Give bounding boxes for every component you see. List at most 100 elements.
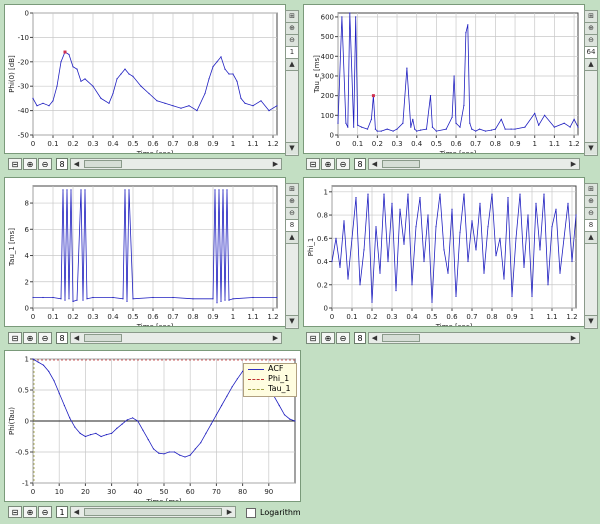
- data-point: [431, 301, 433, 303]
- arrow-left-icon[interactable]: ◀: [73, 334, 80, 342]
- scroll-thumb[interactable]: [84, 334, 122, 342]
- x-tick-label: 0.4: [107, 313, 119, 321]
- zoom-out-icon[interactable]: ⊖: [286, 35, 298, 47]
- arrow-right-icon[interactable]: ▶: [570, 160, 577, 168]
- legend-label: Tau_1: [268, 384, 291, 393]
- data-point: [527, 214, 529, 216]
- data-point: [236, 80, 238, 82]
- scroll-thumb[interactable]: [382, 160, 420, 168]
- zoom-out-icon[interactable]: ⊖: [38, 158, 52, 170]
- data-point: [252, 105, 254, 107]
- data-point: [465, 32, 467, 34]
- zoom-in-icon[interactable]: ⊕: [585, 23, 597, 35]
- x-tick-label: 0.2: [372, 140, 383, 148]
- data-point: [32, 296, 34, 299]
- scale-value[interactable]: 8: [585, 220, 597, 232]
- horizontal-scroll-track[interactable]: ◀ ▶: [368, 158, 580, 170]
- zoom-out-icon[interactable]: ⊖: [336, 332, 350, 344]
- scale-value[interactable]: 8: [286, 220, 298, 232]
- zoom-in-icon[interactable]: ⊕: [321, 332, 335, 344]
- scroll-thumb[interactable]: [84, 508, 222, 516]
- horizontal-scroll-track[interactable]: ◀ ▶: [368, 332, 580, 344]
- zoom-out-icon[interactable]: ⊖: [585, 208, 597, 220]
- fit-icon[interactable]: ⊞: [585, 184, 597, 196]
- zoom-out-icon[interactable]: ⊖: [336, 158, 350, 170]
- zoom-value[interactable]: 8: [354, 332, 366, 344]
- arrow-down-icon[interactable]: ▼: [286, 315, 298, 327]
- phi-1-vertical-scrollbar[interactable]: ⊞ ⊕ ⊖ 8 ▲ ▼: [584, 183, 598, 329]
- phi0-vertical-scrollbar[interactable]: ⊞ ⊕ ⊖ 1 ▲ ▼: [285, 10, 299, 156]
- arrow-up-icon[interactable]: ▲: [286, 59, 298, 71]
- tau-1-vertical-scrollbar[interactable]: ⊞ ⊕ ⊖ 8 ▲ ▼: [285, 183, 299, 329]
- x-tick-label: 0.6: [450, 140, 462, 148]
- scroll-thumb[interactable]: [84, 160, 122, 168]
- arrow-left-icon[interactable]: ◀: [73, 508, 80, 516]
- data-point: [451, 116, 453, 118]
- fit-icon[interactable]: ⊟: [8, 506, 22, 518]
- logarithm-checkbox[interactable]: [246, 508, 256, 518]
- zoom-in-icon[interactable]: ⊕: [23, 158, 37, 170]
- fit-icon[interactable]: ⊟: [8, 158, 22, 170]
- data-point: [376, 130, 378, 132]
- arrow-left-icon[interactable]: ◀: [371, 334, 378, 342]
- arrow-down-icon[interactable]: ▼: [585, 142, 597, 154]
- zoom-value[interactable]: 8: [56, 332, 68, 344]
- arrow-left-icon[interactable]: ◀: [371, 160, 378, 168]
- x-axis-label: Time [sec]: [136, 150, 174, 153]
- data-point: [531, 295, 533, 297]
- scale-value[interactable]: 1: [286, 47, 298, 59]
- horizontal-scroll-track[interactable]: ◀ ▶: [70, 506, 236, 518]
- x-tick-label: 0.5: [431, 140, 442, 148]
- data-point: [180, 107, 182, 109]
- zoom-in-icon[interactable]: ⊕: [585, 196, 597, 208]
- data-point: [244, 102, 246, 104]
- fit-icon[interactable]: ⊟: [8, 332, 22, 344]
- arrow-right-icon[interactable]: ▶: [272, 334, 279, 342]
- zoom-value[interactable]: 8: [56, 158, 68, 170]
- zoom-out-icon[interactable]: ⊖: [38, 332, 52, 344]
- arrow-down-icon[interactable]: ▼: [585, 315, 597, 327]
- x-tick-label: 1.1: [247, 140, 258, 148]
- data-point: [76, 299, 78, 301]
- data-point: [447, 272, 449, 274]
- zoom-in-icon[interactable]: ⊕: [286, 23, 298, 35]
- scroll-thumb[interactable]: [382, 334, 420, 342]
- y-tick-label: 400: [321, 53, 334, 61]
- arrow-up-icon[interactable]: ▲: [286, 232, 298, 244]
- arrow-up-icon[interactable]: ▲: [585, 59, 597, 71]
- data-point: [363, 249, 365, 251]
- fit-icon[interactable]: ⊟: [306, 332, 320, 344]
- zoom-in-icon[interactable]: ⊕: [23, 332, 37, 344]
- zoom-in-icon[interactable]: ⊕: [286, 196, 298, 208]
- horizontal-scroll-track[interactable]: ◀ ▶: [70, 332, 282, 344]
- zoom-out-icon[interactable]: ⊖: [585, 35, 597, 47]
- arrow-right-icon[interactable]: ▶: [570, 334, 577, 342]
- x-tick-label: 0: [31, 313, 35, 321]
- tau-e-vertical-scrollbar[interactable]: ⊞ ⊕ ⊖ 64 ▲ ▼: [584, 10, 598, 156]
- fit-icon[interactable]: ⊞: [286, 184, 298, 196]
- data-point: [475, 130, 477, 132]
- data-point: [76, 68, 78, 70]
- zoom-in-icon[interactable]: ⊕: [23, 506, 37, 518]
- zoom-in-icon[interactable]: ⊕: [321, 158, 335, 170]
- data-point: [337, 122, 339, 124]
- fit-icon[interactable]: ⊞: [585, 11, 597, 23]
- zoom-value[interactable]: 1: [56, 506, 68, 518]
- y-tick-label: 100: [321, 112, 334, 120]
- arrow-right-icon[interactable]: ▶: [226, 508, 233, 516]
- x-tick-label: 1.1: [549, 140, 560, 148]
- fit-icon[interactable]: ⊟: [306, 158, 320, 170]
- arrow-right-icon[interactable]: ▶: [272, 160, 279, 168]
- arrow-left-icon[interactable]: ◀: [73, 160, 80, 168]
- data-point: [212, 298, 214, 300]
- fit-icon[interactable]: ⊞: [286, 11, 298, 23]
- data-point: [42, 296, 44, 299]
- zoom-value[interactable]: 8: [354, 158, 366, 170]
- arrow-up-icon[interactable]: ▲: [585, 232, 597, 244]
- zoom-out-icon[interactable]: ⊖: [286, 208, 298, 220]
- arrow-down-icon[interactable]: ▼: [286, 142, 298, 154]
- horizontal-scroll-track[interactable]: ◀ ▶: [70, 158, 282, 170]
- data-point: [475, 249, 477, 251]
- zoom-out-icon[interactable]: ⊖: [38, 506, 52, 518]
- scale-value[interactable]: 64: [585, 47, 597, 59]
